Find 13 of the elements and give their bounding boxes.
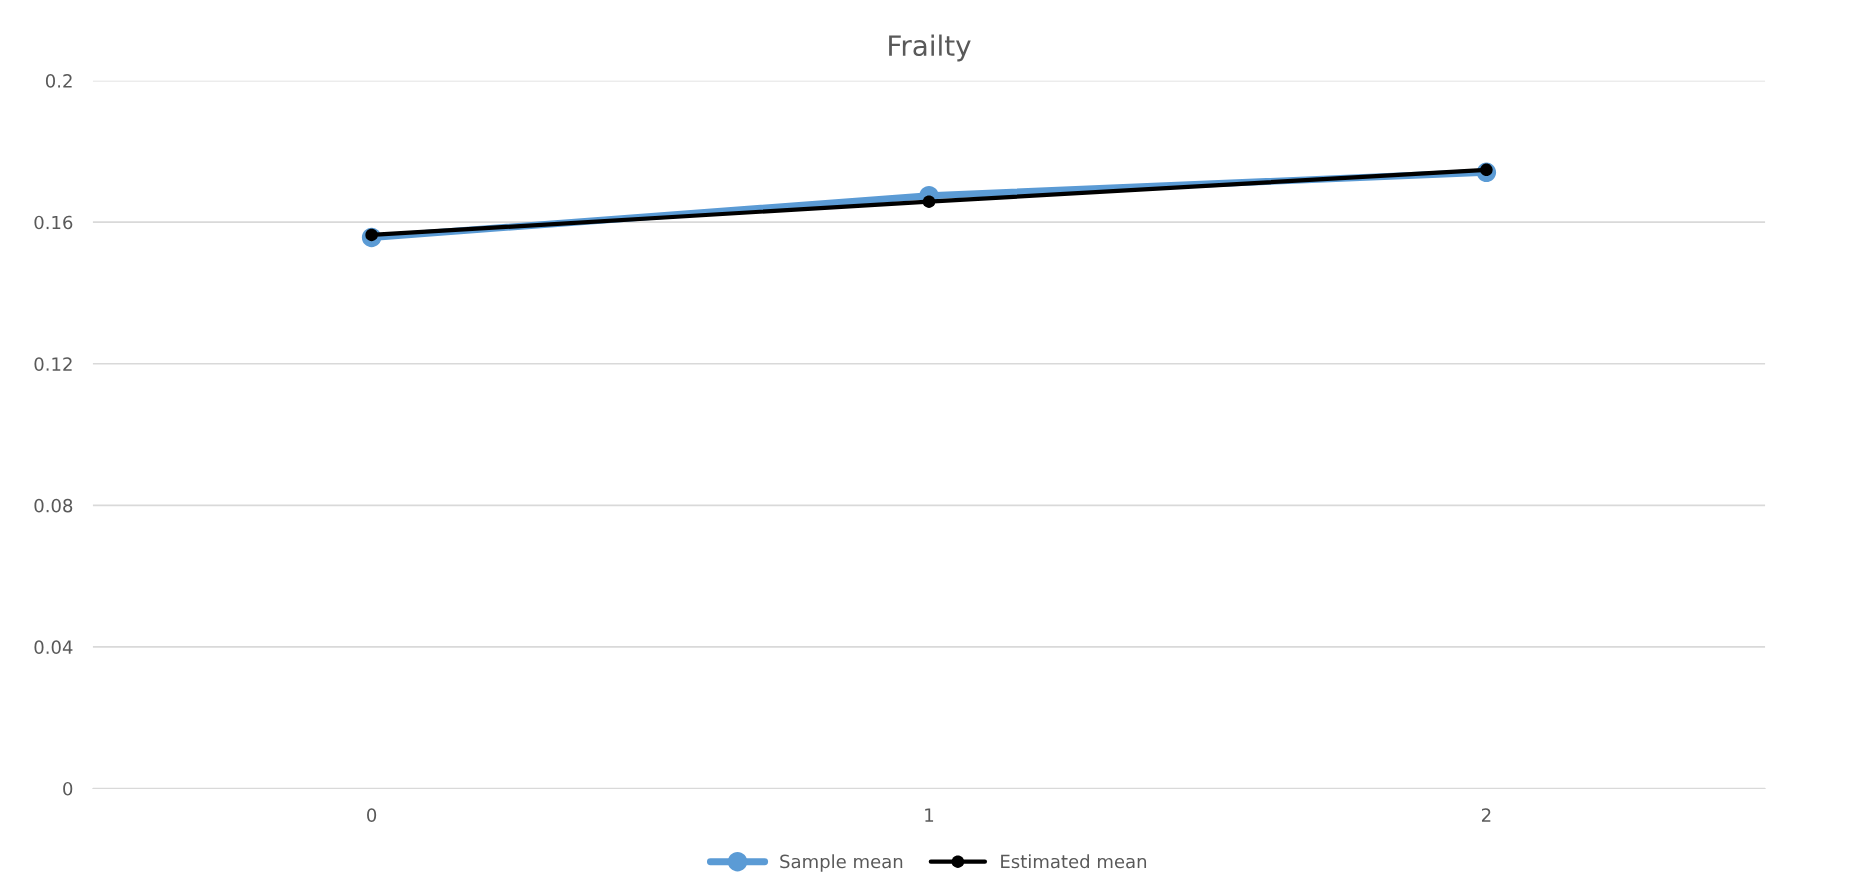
point xyxy=(922,195,936,208)
chart-title: Frailty xyxy=(889,34,971,62)
x-tick-label: 1 xyxy=(925,808,934,822)
y-tick-label: 0 xyxy=(63,781,73,796)
legend-label: Sample mean xyxy=(780,854,903,872)
y-tick-label: 0.2 xyxy=(45,74,72,88)
x-tick-label: 0 xyxy=(367,808,377,822)
legend-label: Estimated mean xyxy=(1001,854,1147,869)
y-tick-label: 0.12 xyxy=(34,357,72,371)
y-tick-label: 0.16 xyxy=(34,215,73,230)
y-tick-label: 0.08 xyxy=(34,498,73,513)
y-tick-label: 0.04 xyxy=(34,640,73,655)
x-tick-label: 2 xyxy=(1481,808,1491,822)
